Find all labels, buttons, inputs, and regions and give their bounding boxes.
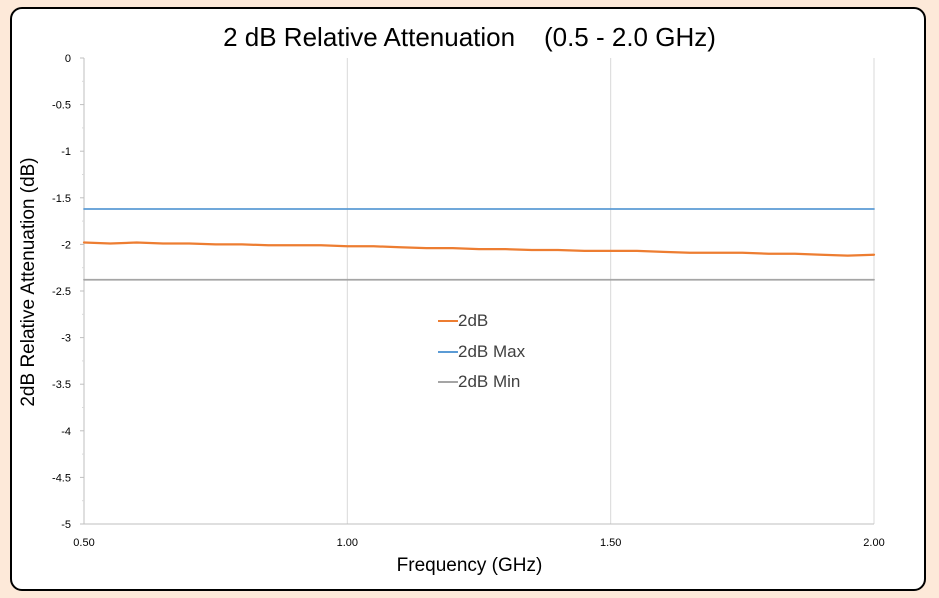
legend-item-2db-max: 2dB Max	[438, 337, 525, 368]
y-tick-label: -4.5	[52, 472, 71, 484]
legend-swatch-2db-max	[438, 350, 458, 353]
series-line-2db	[82, 241, 876, 257]
y-tick-label: -1.5	[52, 193, 71, 205]
legend-label-2db: 2dB	[458, 311, 489, 331]
legend-label-2db-max: 2dB Max	[458, 341, 526, 361]
legend: 2dB 2dB Max 2dB Min	[438, 306, 525, 398]
x-tick-label: 0.50	[73, 537, 94, 549]
y-tick-label: -2	[61, 239, 71, 251]
chart-frame	[10, 7, 926, 591]
y-tick-label: -3.5	[52, 379, 71, 391]
x-tick-label: 2.00	[863, 537, 884, 549]
chart-title: 2 dB Relative Attenuation (0.5 - 2.0 GHz…	[223, 22, 716, 52]
y-tick-label: -5	[61, 519, 71, 531]
legend-swatch-2db	[438, 320, 458, 323]
legend-swatch-2db-min	[438, 381, 458, 384]
legend-item-2db-min: 2dB Min	[438, 367, 525, 398]
y-tick-label: -4	[61, 426, 71, 438]
x-tick-label: 1.00	[337, 537, 358, 549]
legend-label-2db-min: 2dB Min	[458, 372, 521, 392]
x-axis-label: Frequency (GHz)	[396, 555, 543, 576]
y-tick-label: -0.5	[52, 100, 71, 112]
y-tick-label: 0	[65, 53, 71, 65]
y-tick-label: -2.5	[52, 286, 71, 298]
y-tick-label: -3	[61, 333, 71, 345]
x-tick-label: 1.50	[600, 537, 621, 549]
y-axis-label: 2dB Relative Attenuation (dB)	[18, 157, 39, 407]
y-tick-label: -1	[61, 146, 71, 158]
legend-item-2db: 2dB	[438, 306, 525, 337]
